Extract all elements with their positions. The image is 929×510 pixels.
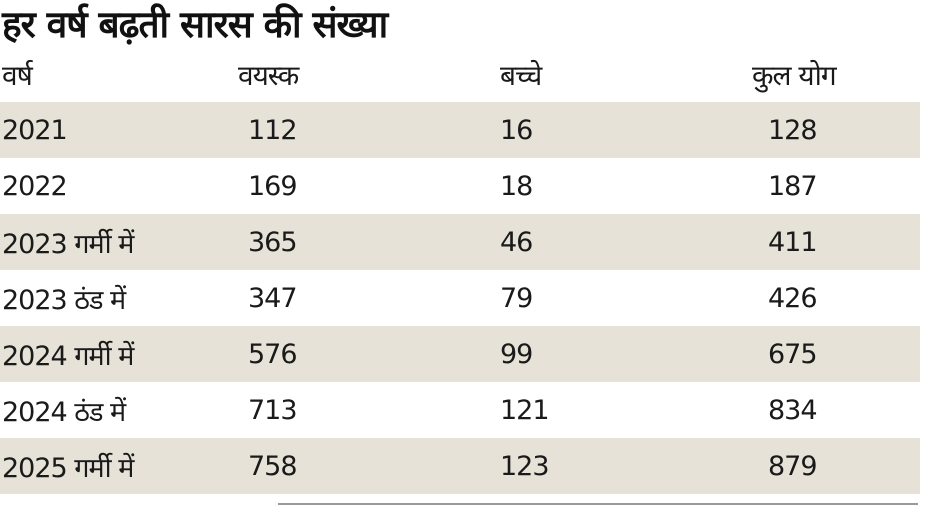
- table-row: 2024 ठंड में 713 121 834: [0, 382, 920, 438]
- cell-total: 834: [768, 394, 818, 426]
- cell-total: 675: [768, 338, 818, 370]
- header-total: कुल योग: [752, 59, 837, 92]
- cell-total: 187: [768, 170, 818, 202]
- cell-year: 2023 गर्मी में: [2, 228, 134, 260]
- cell-adults: 758: [248, 450, 298, 482]
- cell-children: 121: [500, 394, 550, 426]
- cell-adults: 365: [248, 226, 298, 258]
- cell-total: 411: [768, 226, 818, 258]
- cell-children: 16: [500, 114, 533, 146]
- cell-children: 18: [500, 170, 533, 202]
- cell-year: 2025 गर्मी में: [2, 452, 134, 484]
- cell-children: 123: [500, 450, 550, 482]
- cell-children: 99: [500, 338, 533, 370]
- cell-adults: 576: [248, 338, 298, 370]
- cell-total: 879: [768, 450, 818, 482]
- cell-year: 2023 ठंड में: [2, 284, 126, 316]
- header-year: वर्ष: [2, 59, 33, 92]
- bottom-divider: [278, 503, 918, 505]
- data-table: वर्ष वयस्क बच्चे कुल योग 2021 112 16 128…: [0, 52, 920, 494]
- table-title: हर वर्ष बढ़ती सारस की संख्या: [2, 3, 388, 46]
- table-row: 2025 गर्मी में 758 123 879: [0, 438, 920, 494]
- cell-adults: 112: [248, 114, 298, 146]
- cell-adults: 169: [248, 170, 298, 202]
- cell-total: 128: [768, 114, 818, 146]
- cell-total: 426: [768, 282, 818, 314]
- table-row: 2024 गर्मी में 576 99 675: [0, 326, 920, 382]
- cell-children: 46: [500, 226, 533, 258]
- cell-year: 2022: [2, 170, 68, 202]
- cell-year: 2024 गर्मी में: [2, 340, 134, 372]
- table-row: 2023 ठंड में 347 79 426: [0, 270, 920, 326]
- cell-year: 2021: [2, 114, 68, 146]
- header-adults: वयस्क: [238, 59, 299, 92]
- table-row: 2021 112 16 128: [0, 102, 920, 158]
- cell-adults: 347: [248, 282, 298, 314]
- cell-year: 2024 ठंड में: [2, 396, 126, 428]
- header-children: बच्चे: [500, 59, 542, 92]
- table-header-row: वर्ष वयस्क बच्चे कुल योग: [0, 52, 920, 102]
- table-row: 2022 169 18 187: [0, 158, 920, 214]
- table-row: 2023 गर्मी में 365 46 411: [0, 214, 920, 270]
- cell-adults: 713: [248, 394, 298, 426]
- cell-children: 79: [500, 282, 533, 314]
